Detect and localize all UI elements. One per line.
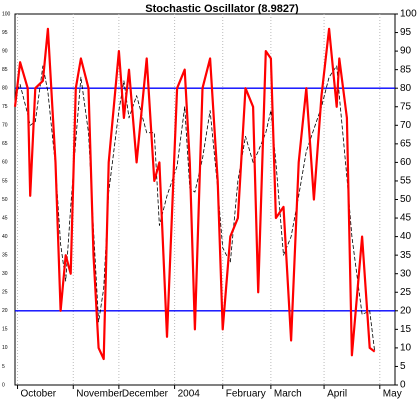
y-tick-label-left: 95 <box>2 30 8 36</box>
y-tick-label: 80 <box>400 83 412 94</box>
y-tick-label: 0 <box>400 380 406 391</box>
y-tick-label-left: 65 <box>2 141 8 147</box>
y-tick-label-left: 30 <box>2 271 8 277</box>
x-tick-label: December <box>122 389 169 400</box>
y-tick-label: 60 <box>400 157 412 168</box>
y-tick-label: 30 <box>400 268 412 279</box>
oscillator-line <box>13 27 376 361</box>
y-tick-label-left: 25 <box>2 290 8 296</box>
y-tick-label-left: 90 <box>2 48 8 54</box>
y-tick-label: 15 <box>400 324 412 335</box>
x-tick-label: October <box>21 389 57 400</box>
y-tick-label-left: 55 <box>2 178 8 184</box>
y-tick-label: 5 <box>400 361 406 372</box>
y-tick-label-left: 0 <box>2 382 5 388</box>
y-tick-label-left: 45 <box>2 215 8 221</box>
y-tick-label-left: 85 <box>2 67 8 73</box>
y-tick-label: 55 <box>400 176 412 187</box>
y-tick-label-left: 100 <box>2 11 11 17</box>
y-tick-label: 10 <box>400 343 412 354</box>
y-tick-label: 50 <box>400 194 412 205</box>
y-tick-label: 25 <box>400 287 412 298</box>
y-tick-label-left: 20 <box>2 308 8 314</box>
signal-line <box>14 65 376 352</box>
y-tick-label-left: 35 <box>2 252 8 258</box>
y-tick-label-left: 10 <box>2 345 8 351</box>
y-tick-label: 70 <box>400 120 412 131</box>
y-tick-label-left: 15 <box>2 327 8 333</box>
y-tick-label: 45 <box>400 213 412 224</box>
y-tick-label-left: 5 <box>2 364 5 370</box>
y-tick-label: 65 <box>400 138 412 149</box>
y-tick-label: 85 <box>400 64 412 75</box>
y-tick-label-left: 75 <box>2 104 8 110</box>
x-tick-label: November <box>76 389 123 400</box>
y-tick-label: 20 <box>400 305 412 316</box>
y-tick-label-left: 80 <box>2 86 8 92</box>
y-tick-label-left: 60 <box>2 160 8 166</box>
y-tick-label-left: 70 <box>2 123 8 129</box>
y-tick-label: 40 <box>400 231 412 242</box>
y-tick-label: 75 <box>400 101 412 112</box>
y-tick-label: 35 <box>400 250 412 261</box>
y-tick-label-left: 40 <box>2 234 8 240</box>
x-tick-label: March <box>274 389 302 400</box>
y-tick-label: 90 <box>400 46 412 57</box>
x-tick-label: February <box>226 389 266 400</box>
x-tick-label: April <box>327 389 347 400</box>
x-tick-label: May <box>383 389 402 400</box>
y-tick-label-left: 50 <box>2 197 8 203</box>
y-tick-label: 100 <box>400 9 417 20</box>
x-tick-label: 2004 <box>178 389 201 400</box>
y-tick-label: 95 <box>400 27 412 38</box>
chart-title: Stochastic Oscillator (8.9827) <box>145 3 299 15</box>
